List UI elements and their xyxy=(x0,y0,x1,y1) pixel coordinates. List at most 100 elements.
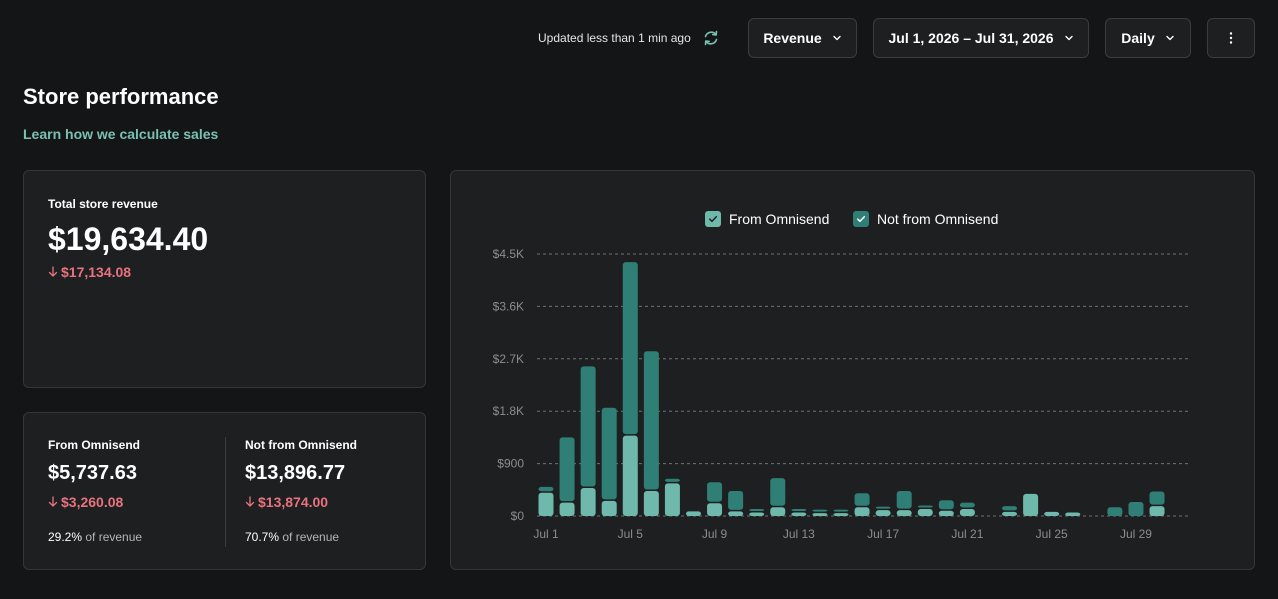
date-range-picker[interactable]: Jul 1, 2026 – Jul 31, 2026 xyxy=(873,18,1089,58)
bar-from-omnisend xyxy=(749,512,765,516)
refresh-icon[interactable] xyxy=(702,29,720,47)
checkbox-checked-icon[interactable] xyxy=(853,211,869,227)
y-tick-label: $3.6K xyxy=(493,299,524,313)
date-range-label: Jul 1, 2026 – Jul 31, 2026 xyxy=(888,30,1054,46)
x-tick-label: Jul 5 xyxy=(618,527,644,541)
bar-not-from-omnisend xyxy=(938,500,954,510)
bar-not-from-omnisend xyxy=(1128,502,1144,516)
bar-not-from-omnisend xyxy=(917,505,933,508)
chevron-down-icon xyxy=(1166,35,1174,41)
bar-from-omnisend xyxy=(938,510,954,516)
updated-status: Updated less than 1 min ago xyxy=(538,31,691,45)
legend-label: Not from Omnisend xyxy=(877,211,999,227)
x-tick-label: Jul 1 xyxy=(533,527,559,541)
chevron-down-icon xyxy=(832,35,841,41)
not-omnisend-value: $13,896.77 xyxy=(245,462,346,484)
bar-from-omnisend xyxy=(538,492,554,516)
x-tick-label: Jul 9 xyxy=(702,527,728,541)
y-tick-label: $900 xyxy=(497,457,524,471)
arrow-down-icon xyxy=(48,266,58,277)
revenue-chart-card: From Omnisend Not from Omnisend $0 $900 $1… xyxy=(450,170,1255,570)
bar-not-from-omnisend xyxy=(770,478,786,506)
bar-not-from-omnisend xyxy=(749,509,765,512)
bar-from-omnisend xyxy=(559,502,575,516)
not-omnisend-label: Not from Omnisend xyxy=(245,438,358,452)
omnisend-label: From Omnisend xyxy=(48,438,141,452)
legend-not-from-omnisend[interactable]: Not from Omnisend xyxy=(853,211,998,227)
bar-not-from-omnisend xyxy=(643,351,659,490)
x-tick-label: Jul 25 xyxy=(1036,527,1068,541)
granularity-dropdown[interactable]: Daily xyxy=(1105,18,1191,58)
bar-from-omnisend xyxy=(812,513,828,516)
y-tick-label: $4.5K xyxy=(493,247,524,261)
omnisend-share: 29.2% of revenue xyxy=(48,530,143,544)
bar-from-omnisend xyxy=(643,490,659,516)
top-bar: Updated less than 1 min ago Revenue Jul … xyxy=(0,18,1278,58)
x-tick-label: Jul 17 xyxy=(867,527,899,541)
arrow-down-icon xyxy=(48,496,58,507)
bar-from-omnisend xyxy=(707,503,723,516)
bar-not-from-omnisend xyxy=(664,478,680,482)
y-tick-label: $2.7K xyxy=(493,352,524,366)
bar-not-from-omnisend xyxy=(791,509,807,512)
bar-not-from-omnisend xyxy=(580,366,596,487)
legend-from-omnisend[interactable]: From Omnisend xyxy=(705,211,829,227)
bar-not-from-omnisend xyxy=(728,490,744,510)
bar-from-omnisend xyxy=(833,513,849,516)
bar-from-omnisend xyxy=(1023,493,1039,516)
bar-not-from-omnisend xyxy=(896,490,912,509)
bar-from-omnisend xyxy=(728,511,744,516)
checkbox-checked-icon[interactable] xyxy=(705,211,721,227)
bar-from-omnisend xyxy=(959,509,975,516)
revenue-bar-chart: $0 $900 $1.8K $2.7K $3.6K $4.5K Jul 1 Jul 5 Jul … xyxy=(493,247,1191,541)
omnisend-change: $3,260.08 xyxy=(48,494,123,510)
bar-from-omnisend xyxy=(1065,512,1081,516)
bar-from-omnisend xyxy=(664,483,680,516)
arrow-down-icon xyxy=(245,496,255,507)
x-tick-label: Jul 21 xyxy=(951,527,983,541)
bar-from-omnisend xyxy=(622,435,638,516)
bar-from-omnisend xyxy=(580,488,596,516)
total-revenue-value: $19,634.40 xyxy=(48,221,209,257)
bar-from-omnisend xyxy=(1002,511,1018,516)
more-options-button[interactable] xyxy=(1207,18,1255,58)
bar-from-omnisend xyxy=(685,511,701,516)
bar-from-omnisend xyxy=(1044,511,1060,516)
x-tick-label: Jul 13 xyxy=(783,527,815,541)
bar-not-from-omnisend xyxy=(601,407,617,500)
bar-not-from-omnisend xyxy=(1002,506,1018,511)
bar-not-from-omnisend xyxy=(1149,491,1165,505)
bar-from-omnisend xyxy=(854,507,870,516)
legend-label: From Omnisend xyxy=(729,211,830,227)
page-title: Store performance xyxy=(23,84,219,109)
y-tick-label: $0 xyxy=(511,509,525,523)
revenue-split-card: From Omnisend $5,737.63 $3,260.08 29.2% … xyxy=(23,412,426,570)
bar-not-from-omnisend xyxy=(622,262,638,435)
y-tick-label: $1.8K xyxy=(493,404,524,418)
split-divider xyxy=(225,437,226,547)
chevron-down-icon xyxy=(1064,35,1073,41)
bar-from-omnisend xyxy=(770,507,786,516)
bar-not-from-omnisend xyxy=(538,486,554,492)
omnisend-value: $5,737.63 xyxy=(48,462,137,484)
not-omnisend-change: $13,874.00 xyxy=(245,494,328,510)
learn-sales-link[interactable]: Learn how we calculate sales xyxy=(23,126,219,142)
bar-from-omnisend xyxy=(896,510,912,516)
total-revenue-label: Total store revenue xyxy=(48,197,158,211)
metric-dropdown[interactable]: Revenue xyxy=(748,18,857,58)
bar-not-from-omnisend xyxy=(875,506,891,509)
granularity-label: Daily xyxy=(1121,30,1155,46)
total-revenue-change: $17,134.08 xyxy=(48,264,131,280)
bar-from-omnisend xyxy=(875,510,891,516)
chart-legend: From Omnisend Not from Omnisend xyxy=(451,211,1254,231)
bar-not-from-omnisend xyxy=(854,493,870,506)
bar-not-from-omnisend xyxy=(559,437,575,502)
bar-from-omnisend xyxy=(601,500,617,516)
bar-from-omnisend xyxy=(1149,506,1165,516)
not-omnisend-share: 70.7% of revenue xyxy=(245,530,340,544)
bar-not-from-omnisend xyxy=(1107,507,1123,516)
more-vertical-icon xyxy=(1229,32,1233,44)
bar-from-omnisend xyxy=(917,509,933,516)
bar-not-from-omnisend xyxy=(833,509,849,512)
bar-not-from-omnisend xyxy=(959,502,975,508)
